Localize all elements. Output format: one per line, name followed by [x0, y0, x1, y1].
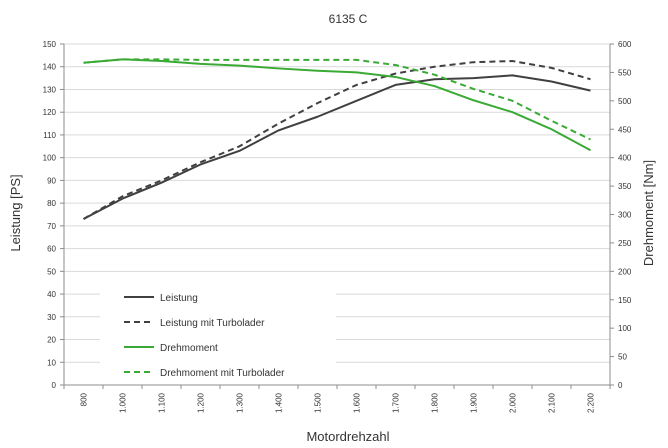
y-tick-label: 100 — [43, 154, 57, 163]
series-line-4 — [83, 58, 591, 141]
y-tick-label: 70 — [47, 222, 56, 231]
legend: Leistung Leistung mit Turbolader Drehmomen… — [124, 293, 285, 379]
y-tick-label: 80 — [47, 199, 56, 208]
x-ticks: 800 1.000 1.100 1.200 1.300 1.400 1.500 1.600 1.… — [63, 385, 611, 413]
y-ticks: 0 10 20 30 40 50 60 70 80 90 100 110 120 130 140 150 — [43, 40, 64, 390]
y2-tick-label: 550 — [618, 68, 632, 77]
y2-tick-label: 600 — [618, 40, 632, 49]
y-tick-label: 120 — [43, 108, 57, 117]
y-tick-label: 0 — [52, 381, 57, 390]
x-tick-label: 1.700 — [392, 392, 401, 413]
y-tick-label: 130 — [43, 85, 57, 94]
x-tick-label: 1.100 — [158, 392, 167, 413]
legend-label: Drehmoment mit Turbolader — [160, 368, 285, 379]
chart-title: 6135 C — [329, 12, 368, 26]
legend-label: Drehmoment — [160, 343, 218, 354]
legend-background — [100, 284, 336, 376]
y-tick-label: 30 — [47, 313, 56, 322]
y2-axis-title: Drehmoment [Nm] — [641, 160, 656, 266]
x-tick-label: 800 — [80, 392, 89, 406]
grid — [64, 43, 610, 363]
series — [82, 58, 591, 220]
x-tick-label: 1.600 — [353, 392, 362, 413]
x-tick-label: 1.500 — [314, 392, 323, 413]
y2-tick-label: 350 — [618, 182, 632, 191]
y-tick-label: 10 — [47, 358, 56, 367]
y-tick-label: 90 — [47, 176, 56, 185]
y2-tick-label: 200 — [618, 267, 632, 276]
y2-tick-label: 450 — [618, 125, 632, 134]
x-tick-label: 1.200 — [197, 392, 206, 413]
y-tick-label: 20 — [47, 336, 56, 345]
y2-tick-label: 500 — [618, 97, 632, 106]
x-tick-label: 2.000 — [509, 392, 518, 413]
legend-label: Leistung — [160, 293, 198, 304]
series-line-2 — [82, 60, 591, 220]
x-axis-title: Motordrehzahl — [306, 429, 389, 444]
y-tick-label: 50 — [47, 267, 56, 276]
x-tick-label: 1.000 — [119, 392, 128, 413]
y2-tick-label: 50 — [618, 353, 627, 362]
y2-tick-label: 0 — [618, 381, 623, 390]
y-axis-title: Leistung [PS] — [8, 174, 23, 251]
legend-label: Leistung mit Turbolader — [160, 318, 265, 329]
x-tick-label: 1.300 — [236, 392, 245, 413]
y-tick-label: 110 — [43, 131, 56, 140]
y-tick-label: 150 — [43, 40, 57, 49]
y2-tick-label: 250 — [618, 239, 632, 248]
y-tick-label: 140 — [43, 63, 57, 72]
y2-tick-label: 400 — [618, 154, 632, 163]
y2-tick-label: 300 — [618, 211, 632, 220]
y2-tick-label: 150 — [618, 296, 632, 305]
x-tick-label: 2.200 — [587, 392, 596, 413]
x-tick-label: 1.400 — [275, 392, 284, 413]
x-tick-label: 2.100 — [548, 392, 557, 413]
y-tick-label: 60 — [47, 245, 56, 254]
y-tick-label: 40 — [47, 290, 56, 299]
series-line-3 — [83, 58, 591, 152]
y2-tick-label: 100 — [618, 324, 632, 333]
series-line-1 — [83, 74, 591, 220]
x-tick-label: 1.900 — [470, 392, 479, 413]
y2-ticks: 0 50 100 150 200 250 300 350 400 450 500 550 600 — [610, 40, 632, 390]
x-tick-label: 1.800 — [431, 392, 440, 413]
